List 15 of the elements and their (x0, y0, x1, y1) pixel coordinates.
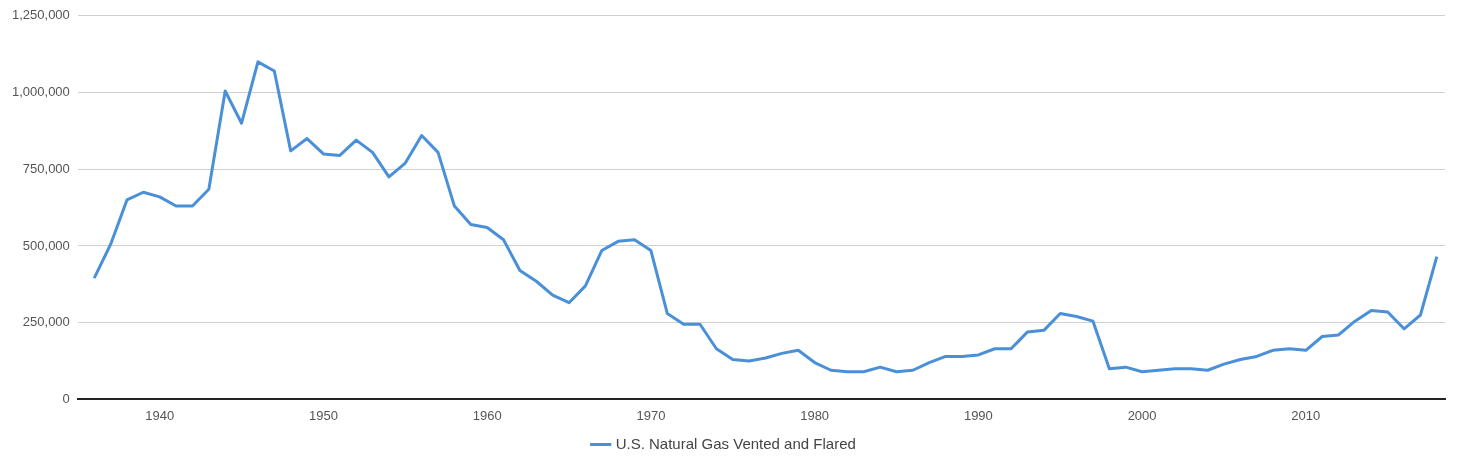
x-tick-label: 1950 (308, 407, 338, 423)
x-tick-label: 1960 (472, 407, 502, 423)
y-tick-label: 0 (62, 390, 70, 406)
legend-label: U.S. Natural Gas Vented and Flared (615, 434, 856, 452)
x-tick-label: 2010 (1291, 407, 1321, 423)
y-tick-label: 750,000 (22, 160, 70, 176)
x-tick-label: 1970 (636, 407, 666, 423)
y-tick-label: 1,250,000 (11, 7, 70, 23)
x-tick-label: 1980 (800, 407, 830, 423)
y-tick-label: 1,000,000 (11, 84, 70, 100)
x-tick-label: 2000 (1127, 407, 1157, 423)
y-tick-label: 500,000 (22, 237, 70, 253)
y-tick-label: 250,000 (22, 314, 70, 330)
x-tick-label: 1940 (145, 407, 175, 423)
x-tick-label: 1990 (963, 407, 993, 423)
